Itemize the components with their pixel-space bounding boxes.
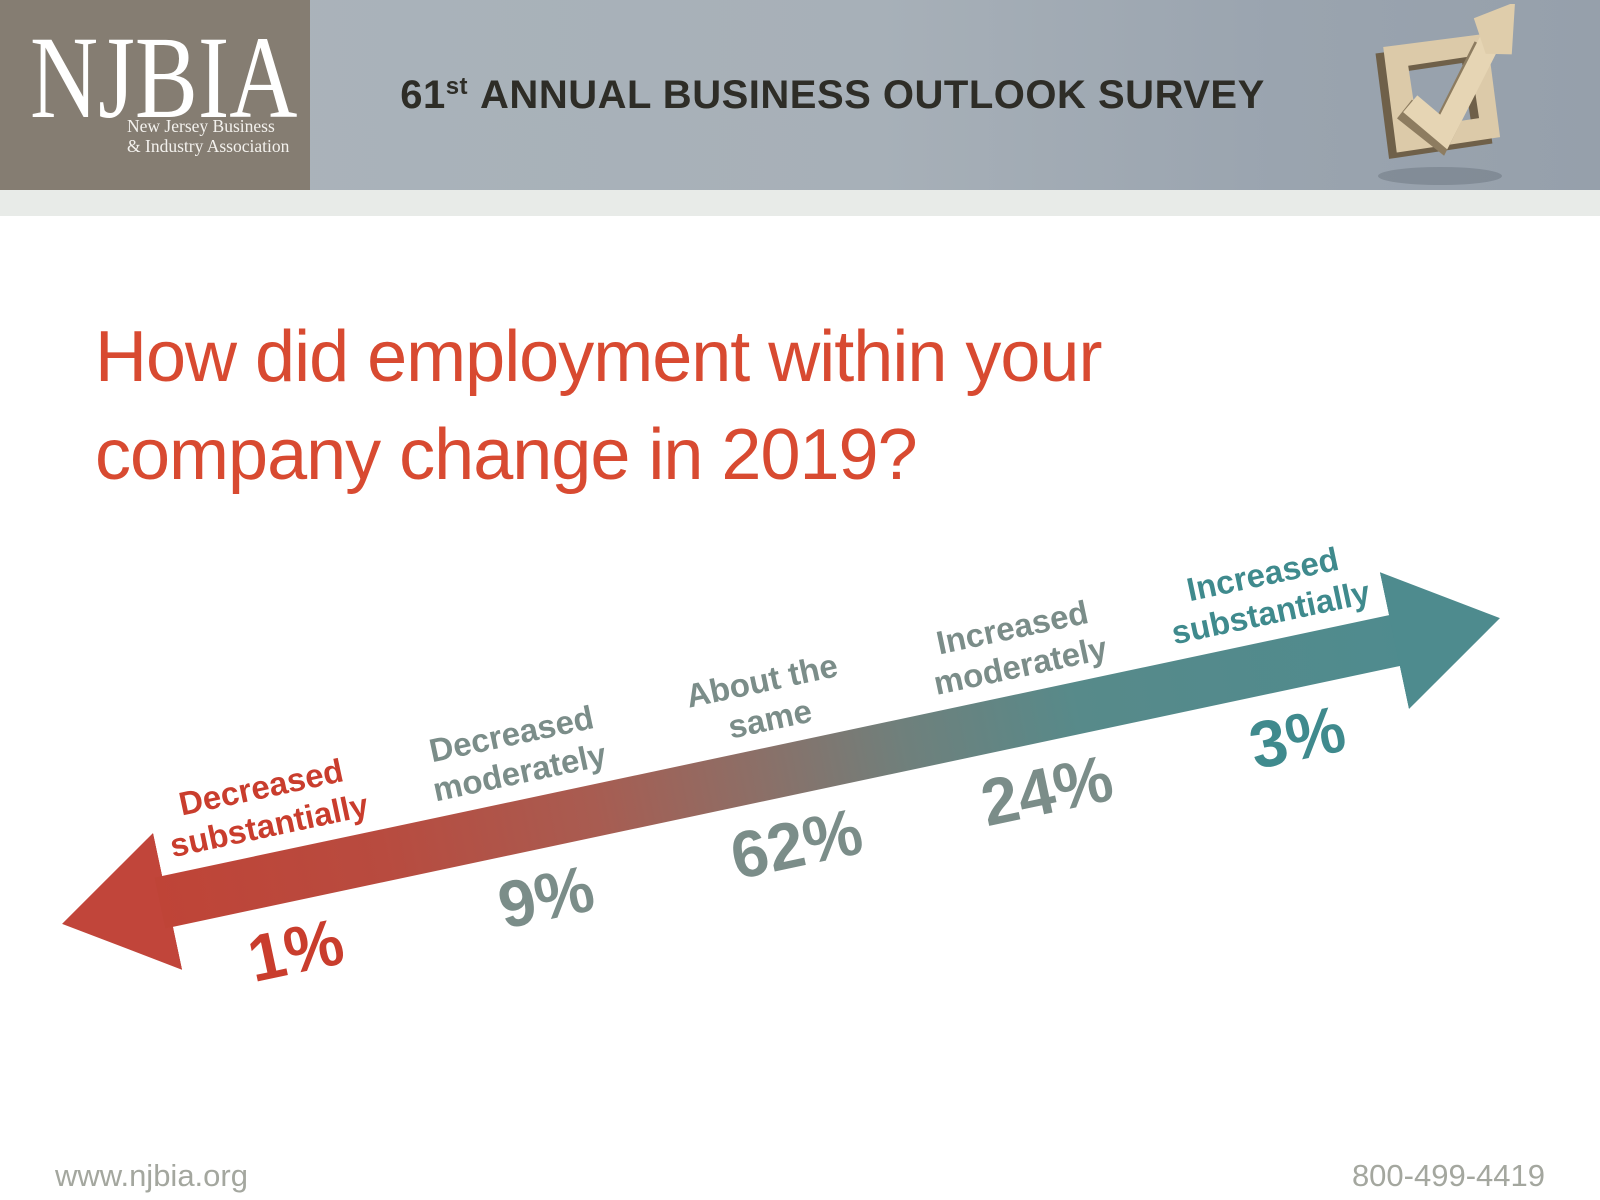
njbia-logo-subtitle-line2: & Industry Association bbox=[127, 136, 290, 156]
survey-title: 61st ANNUAL BUSINESS OUTLOOK SURVEY bbox=[310, 0, 1355, 190]
header-divider-strip bbox=[0, 190, 1600, 216]
header-band: NJBIA New Jersey Business & Industry Ass… bbox=[0, 0, 1600, 190]
wooden-checkbox-icon bbox=[1375, 2, 1516, 185]
question-line2: company change in 2019? bbox=[95, 415, 918, 495]
footer-website: www.njbia.org bbox=[55, 1158, 248, 1193]
survey-title-text: ANNUAL BUSINESS OUTLOOK SURVEY bbox=[480, 72, 1265, 117]
question-title: How did employment within your company c… bbox=[95, 308, 1102, 504]
question-line1: How did employment within your bbox=[95, 317, 1102, 397]
survey-title-ordinal: st bbox=[445, 72, 469, 100]
checkbox-photo bbox=[1358, 2, 1528, 195]
survey-title-number: 61 bbox=[400, 72, 446, 117]
njbia-logo-acronym: NJBIA bbox=[30, 12, 298, 143]
njbia-logo-subtitle-line1: New Jersey Business bbox=[127, 116, 275, 136]
employment-change-arrow-chart: Decreased substantially Decreased modera… bbox=[16, 403, 1545, 1139]
njbia-logo-subtitle: New Jersey Business & Industry Associati… bbox=[127, 116, 289, 156]
njbia-logo: NJBIA New Jersey Business & Industry Ass… bbox=[0, 0, 310, 190]
footer-phone: 800-499-4419 bbox=[1351, 1158, 1545, 1193]
